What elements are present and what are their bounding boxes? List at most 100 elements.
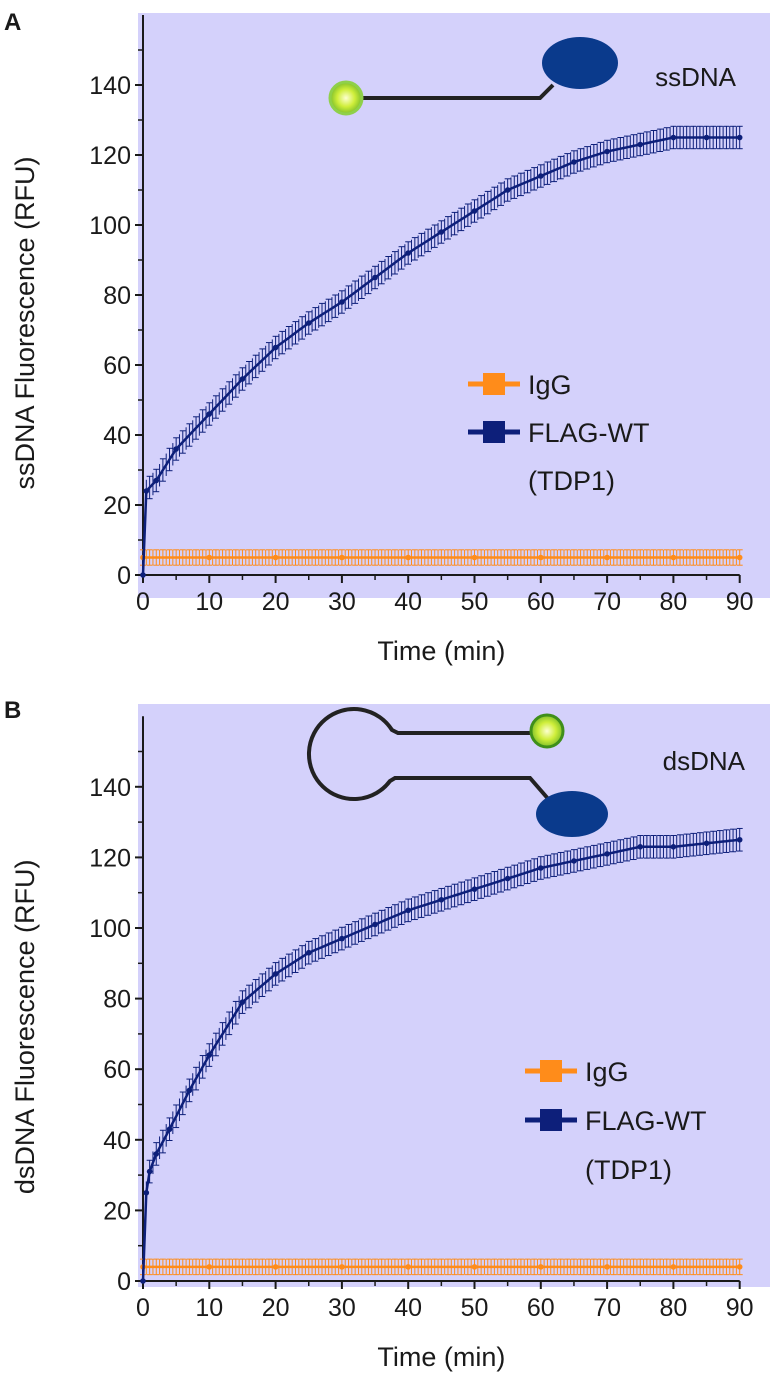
y-tick-label: 80 bbox=[103, 282, 131, 310]
data-point bbox=[272, 554, 279, 561]
data-point bbox=[538, 1264, 544, 1270]
data-point bbox=[438, 229, 445, 235]
legend-label: IgG bbox=[528, 370, 572, 400]
data-point bbox=[405, 907, 412, 914]
x-tick-label: 70 bbox=[593, 1294, 621, 1322]
data-point bbox=[140, 1278, 146, 1284]
y-tick-label: 100 bbox=[89, 212, 131, 240]
legend-marker bbox=[483, 421, 505, 443]
data-point bbox=[272, 344, 279, 351]
series-flag-wt bbox=[140, 125, 743, 578]
x-tick-label: 70 bbox=[593, 588, 621, 616]
data-point bbox=[504, 187, 511, 193]
data-point bbox=[405, 250, 412, 256]
data-point bbox=[471, 208, 478, 214]
data-point bbox=[305, 320, 312, 326]
legend-label: FLAG-WT bbox=[585, 1106, 707, 1136]
x-tick-label: 90 bbox=[726, 588, 754, 616]
data-point bbox=[703, 840, 710, 847]
legend: IgG FLAG-WT (TDP1) bbox=[468, 370, 650, 496]
panel-label: A bbox=[4, 9, 21, 36]
y-tick-label: 120 bbox=[89, 844, 131, 872]
x-tick-label: 20 bbox=[262, 588, 290, 616]
data-point bbox=[339, 1264, 345, 1270]
fluorophore-bead bbox=[328, 80, 364, 116]
fluorophore-bead bbox=[529, 713, 565, 749]
x-tick-label: 60 bbox=[527, 1294, 555, 1322]
data-point bbox=[471, 554, 478, 561]
y-tick-label: 120 bbox=[89, 142, 131, 170]
data-point bbox=[153, 1151, 160, 1157]
x-tick-label: 30 bbox=[328, 588, 356, 616]
data-point bbox=[438, 896, 445, 903]
y-tick-label: 20 bbox=[103, 492, 131, 520]
x-tick-label: 40 bbox=[394, 1294, 422, 1322]
legend-marker bbox=[483, 373, 505, 395]
data-point bbox=[736, 1264, 743, 1270]
series-flag-wt bbox=[140, 827, 743, 1284]
y-axis-title: ssDNA Fluorescence (RFU) bbox=[10, 156, 40, 489]
protein-ellipse bbox=[542, 37, 618, 89]
data-point bbox=[339, 554, 345, 561]
x-tick-label: 80 bbox=[659, 1294, 687, 1322]
data-point bbox=[604, 1264, 610, 1270]
dna-schematic: dsDNA bbox=[306, 707, 746, 837]
data-point bbox=[206, 1052, 213, 1058]
data-point bbox=[571, 159, 577, 165]
data-point bbox=[372, 921, 378, 928]
y-tick-label: 140 bbox=[89, 72, 131, 100]
x-tick-label: 60 bbox=[527, 588, 555, 616]
dna-strand bbox=[352, 83, 555, 100]
y-tick-label: 20 bbox=[103, 1197, 131, 1225]
y-tick-label: 40 bbox=[103, 1127, 131, 1155]
legend: IgG FLAG-WT (TDP1) bbox=[525, 1057, 707, 1185]
data-point bbox=[703, 134, 710, 141]
data-point bbox=[405, 1264, 412, 1270]
legend-marker bbox=[540, 1060, 562, 1082]
x-tick-label: 50 bbox=[461, 588, 489, 616]
data-point bbox=[186, 1087, 193, 1094]
y-tick-label: 0 bbox=[117, 1268, 131, 1296]
data-point bbox=[538, 865, 544, 871]
data-point bbox=[736, 554, 743, 561]
data-point bbox=[143, 488, 150, 494]
series-igg bbox=[140, 549, 743, 566]
data-point bbox=[471, 1264, 478, 1270]
dna-hairpin bbox=[306, 707, 552, 803]
y-tick-label: 0 bbox=[117, 562, 131, 590]
data-point bbox=[637, 844, 644, 850]
x-tick-label: 40 bbox=[394, 588, 422, 616]
data-point bbox=[604, 148, 610, 155]
x-tick-label: 10 bbox=[195, 1294, 223, 1322]
legend-label: FLAG-WT bbox=[528, 418, 650, 448]
data-point bbox=[206, 1264, 213, 1270]
plot-background bbox=[138, 704, 770, 1287]
x-tick-label: 0 bbox=[136, 588, 150, 616]
series-igg bbox=[140, 1258, 743, 1276]
data-point bbox=[372, 274, 378, 281]
data-point bbox=[239, 999, 246, 1005]
inset-label: dsDNA bbox=[663, 746, 746, 776]
data-point bbox=[670, 844, 677, 850]
y-tick-label: 140 bbox=[89, 774, 131, 802]
data-point bbox=[571, 858, 577, 864]
panel-a: A 0 10 20 30 40 50 60 70 80 90 0 20 40 60 80 100 120 140 Ti… bbox=[4, 9, 770, 666]
x-axis-title: Time (min) bbox=[377, 1342, 505, 1372]
protein-ellipse bbox=[536, 791, 608, 837]
panel-b: B 0 10 20 30 40 50 60 70 80 90 0 20 40 60 80 100 120 140 Ti… bbox=[4, 697, 770, 1372]
x-tick-label: 90 bbox=[726, 1294, 754, 1322]
data-point bbox=[153, 477, 160, 484]
data-point bbox=[604, 851, 610, 857]
y-tick-label: 60 bbox=[103, 1056, 131, 1084]
data-point bbox=[405, 554, 412, 561]
legend-label: (TDP1) bbox=[585, 1155, 672, 1185]
data-point bbox=[140, 572, 146, 578]
data-point bbox=[239, 376, 246, 382]
data-point bbox=[637, 141, 644, 148]
data-point bbox=[538, 173, 544, 179]
panel-label: B bbox=[4, 697, 21, 724]
data-point bbox=[471, 886, 478, 892]
x-tick-label: 50 bbox=[461, 1294, 489, 1322]
data-point bbox=[206, 411, 213, 417]
